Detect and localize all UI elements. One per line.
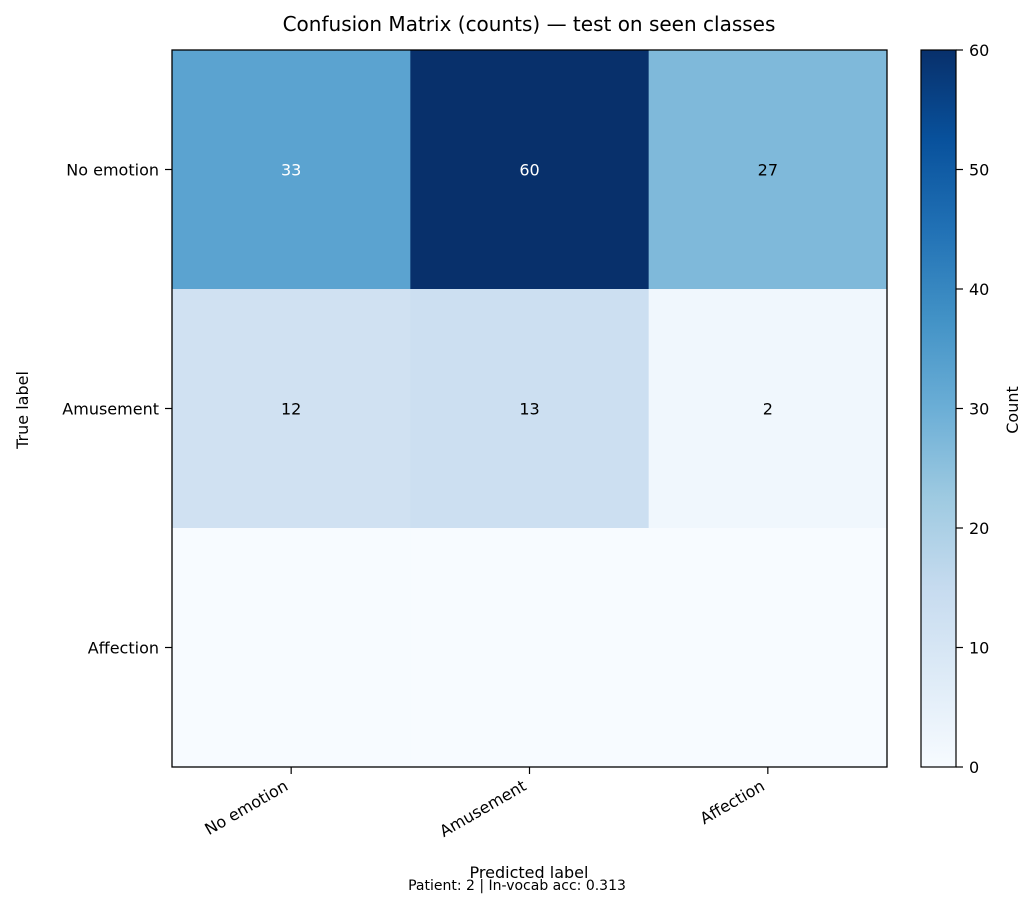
colorbar-tick-label: 30 [969, 400, 989, 419]
cell-value-label: 13 [519, 400, 539, 419]
heatmap-cell-labels: 33 60 27 12 13 2 [281, 161, 778, 419]
colorbar-tick-label: 40 [969, 280, 989, 299]
cell-value-label: 33 [281, 161, 301, 180]
heatmap-cell [172, 528, 411, 768]
cell-value-label: 12 [281, 400, 301, 419]
cell-value-label: 2 [763, 400, 773, 419]
y-tick-label: Amusement [62, 400, 159, 419]
colorbar-label: Count [1003, 386, 1022, 434]
chart-title: Confusion Matrix (counts) — test on seen… [283, 12, 776, 36]
y-axis-label: True label [13, 371, 32, 450]
colorbar-tick-label: 0 [969, 758, 979, 777]
heatmap-cell [172, 289, 411, 529]
colorbar [920, 49, 957, 768]
y-tick-label: No emotion [66, 161, 159, 180]
x-tick-label: Amusement [436, 776, 529, 841]
colorbar-ticks: 0 10 20 30 40 50 60 [956, 41, 989, 777]
x-axis: No emotion Amusement Affection [201, 767, 769, 841]
colorbar-tick-label: 60 [969, 41, 989, 60]
heatmap-cell [172, 50, 411, 290]
heatmap-cell [648, 289, 888, 529]
colorbar-tick-label: 50 [969, 161, 989, 180]
x-tick-label: No emotion [201, 776, 291, 839]
x-axis-label: Predicted label [470, 863, 589, 882]
colorbar-tick-label: 10 [969, 639, 989, 658]
heatmap-cells [172, 50, 888, 768]
heatmap-cell [410, 289, 650, 529]
cell-value-label: 27 [758, 161, 778, 180]
y-tick-label: Affection [88, 639, 159, 658]
heatmap-cell [648, 50, 888, 290]
heatmap-cell [410, 50, 650, 290]
y-axis: No emotion Amusement Affection [62, 161, 172, 658]
footer-text: Patient: 2 | In-vocab acc: 0.313 [408, 878, 626, 894]
heatmap-cell [410, 528, 650, 768]
heatmap-cell [648, 528, 888, 768]
x-tick-label: Affection [697, 776, 768, 828]
cell-value-label: 60 [519, 161, 539, 180]
colorbar-tick-label: 20 [969, 519, 989, 538]
